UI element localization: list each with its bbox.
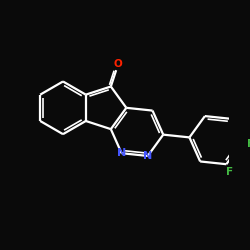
Text: F: F — [226, 167, 234, 177]
Text: F: F — [247, 139, 250, 149]
Text: O: O — [114, 59, 122, 69]
Text: N: N — [117, 148, 126, 158]
Text: N: N — [143, 151, 152, 161]
